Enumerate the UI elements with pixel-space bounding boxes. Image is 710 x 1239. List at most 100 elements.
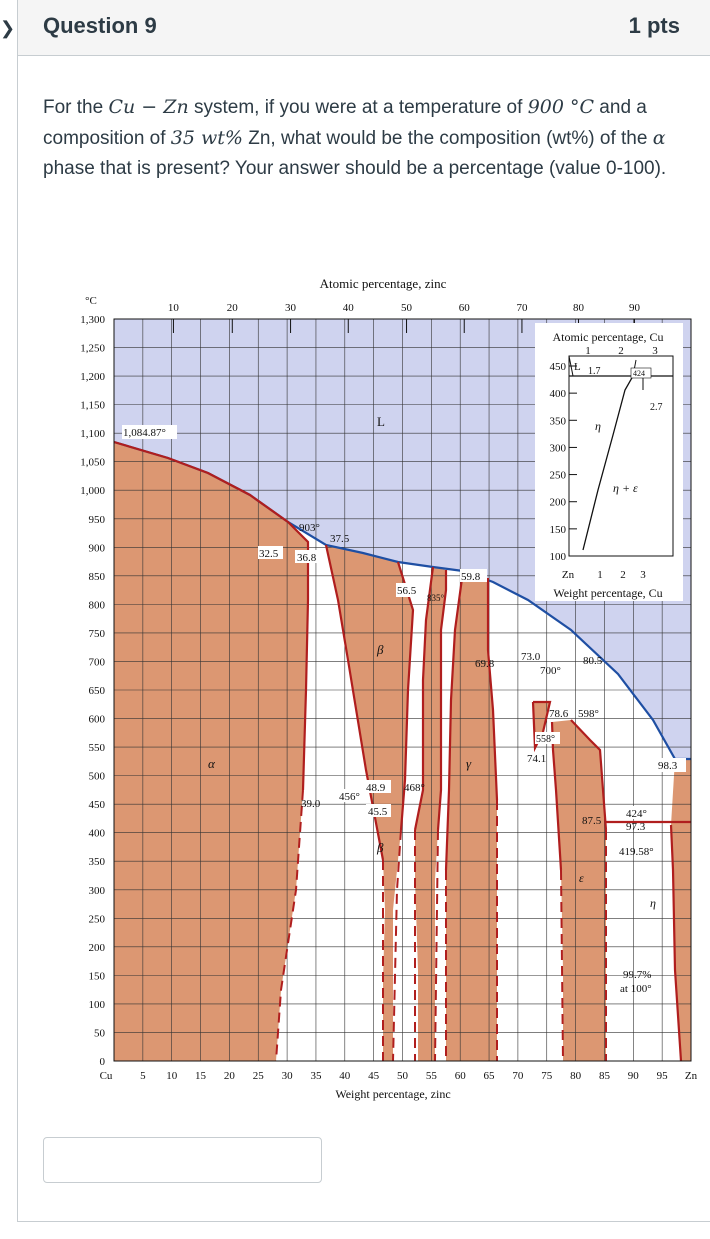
- top-tick-label: 50: [401, 302, 413, 314]
- inset-label-1-7: 1.7: [588, 366, 601, 377]
- peritectic-835: 835°: [427, 593, 445, 603]
- y-tick-label: 50: [94, 1027, 106, 1039]
- zn-melting-point: 419.58°: [619, 846, 654, 858]
- y-tick-label: 1,000: [80, 485, 105, 497]
- bottom-tick-label: 85: [599, 1070, 611, 1082]
- label-59-8: 59.8: [461, 571, 481, 583]
- bottom-tick-label: 65: [484, 1070, 496, 1082]
- top-tick-label: 40: [343, 302, 355, 314]
- y-tick-label: 1,300: [80, 314, 105, 326]
- label-56-5: 56.5: [397, 585, 417, 597]
- y-tick-label: 850: [89, 571, 106, 583]
- inset-y-tick-label: 350: [550, 415, 567, 427]
- question-text-part: phase that is present? Your answer shoul…: [43, 158, 667, 179]
- y-tick-label: 550: [89, 742, 106, 754]
- inset-liquid-label: L: [574, 361, 581, 373]
- top-tick-label: 70: [516, 302, 528, 314]
- axis-ticks: 1,3001,2501,2001,1501,1001,0501,00095090…: [80, 302, 697, 1082]
- alpha-solidus: [113, 440, 310, 791]
- y-tick-label: 1,100: [80, 428, 105, 440]
- inset-eta-eps-label: η + ε: [613, 481, 638, 495]
- inset-frame: [568, 355, 674, 557]
- y-tick-label: 1,150: [80, 400, 105, 412]
- inset-diagram: Atomic percentage, Cu 1 2 3 450 400 350 300…: [535, 323, 683, 601]
- inset-top-title: Atomic percentage, Cu: [553, 330, 664, 344]
- inset-solvus: [582, 375, 634, 551]
- inset-bottom-tick: 2: [620, 569, 626, 581]
- bottom-tick-label: 70: [512, 1070, 524, 1082]
- y-tick-label: 100: [89, 999, 106, 1011]
- bottom-tick-label: 60: [455, 1070, 467, 1082]
- y-tick-label: 800: [89, 599, 106, 611]
- label-74-1: 74.1: [527, 753, 546, 765]
- eta-label: η: [650, 896, 656, 910]
- label-45-5: 45.5: [368, 806, 388, 818]
- system-formula: Cu − Zn: [108, 96, 189, 118]
- beta-region: [326, 545, 413, 1061]
- inset-top-tick: 2: [618, 345, 624, 357]
- label-32-5: 32.5: [259, 548, 279, 560]
- y-unit: °C: [85, 295, 97, 307]
- y-tick-label: 150: [89, 970, 106, 982]
- question-text-part: and a composition of: [43, 97, 647, 149]
- phase-boundaries: [113, 440, 691, 1062]
- phase-diagram: Atomic percentage, zinc Weight percentag…: [63, 270, 703, 1115]
- eta-region: [671, 759, 691, 1061]
- bottom-tick-label: 10: [166, 1070, 178, 1082]
- question-text: For the Cu − Zn system, if you were at a…: [43, 92, 688, 184]
- bottom-tick-label: 35: [310, 1070, 322, 1082]
- y-tick-label: 700: [89, 656, 106, 668]
- label-48-9: 48.9: [366, 782, 386, 794]
- eta-boundary: [669, 824, 683, 1062]
- label-97-3: 97.3: [626, 821, 646, 833]
- y-tick-label: 950: [89, 514, 106, 526]
- gamma-label: γ: [466, 756, 472, 771]
- y-tick-label: 600: [89, 714, 106, 726]
- y-tick-label: 1,200: [80, 371, 105, 383]
- gamma-boundary: [486, 578, 499, 801]
- beta-prime-label: β: [376, 840, 384, 855]
- y-tick-label: 200: [89, 942, 106, 954]
- order-468: 468°: [404, 782, 425, 794]
- peritectic-903: 903°: [299, 522, 320, 534]
- diagram-labels: 1,084.87° 903° 37.5 32.5 36.8 L 56.5 835…: [122, 414, 686, 995]
- bottom-tick-label: Cu: [100, 1070, 113, 1082]
- alpha-region: [114, 442, 308, 1061]
- inset-top-tick: 3: [652, 345, 658, 357]
- top-tick-label: 30: [285, 302, 297, 314]
- y-tick-label: 400: [89, 828, 106, 840]
- label-87-5: 87.5: [582, 815, 602, 827]
- bottom-tick-label: 30: [282, 1070, 294, 1082]
- inset-y-tick-label: 450: [550, 361, 567, 373]
- label-98-3: 98.3: [658, 760, 678, 772]
- epsilon-boundary: [570, 719, 608, 831]
- bottom-tick-label: 90: [628, 1070, 640, 1082]
- label-99-7: 99.7%: [623, 969, 651, 981]
- bottom-tick-label: 80: [570, 1070, 582, 1082]
- y-tick-label: 750: [89, 628, 106, 640]
- y-tick-label: 300: [89, 885, 106, 897]
- inset-y-tick-label: 400: [550, 388, 567, 400]
- question-text-part: Zn, what would be the composition (wt%) …: [242, 128, 653, 149]
- question-card: Question 9 1 pts For the Cu − Zn system,…: [17, 0, 710, 1222]
- top-tick-label: 60: [459, 302, 471, 314]
- chevron-right-icon[interactable]: ❯: [0, 18, 16, 38]
- y-tick-label: 650: [89, 685, 106, 697]
- epsilon-region: [552, 720, 606, 1061]
- label-69-8: 69.8: [475, 658, 495, 670]
- plot-border: [113, 318, 692, 1062]
- label-39-0: 39.0: [301, 798, 321, 810]
- y-tick-label: 1,050: [80, 457, 105, 469]
- bottom-axis-title: Weight percentage, zinc: [335, 1087, 450, 1101]
- top-tick-label: 10: [168, 302, 180, 314]
- inset-bottom-tick: Zn: [562, 569, 575, 581]
- bottom-tick-label: 50: [397, 1070, 409, 1082]
- answer-input[interactable]: [43, 1137, 322, 1183]
- inset-bottom-title: Weight percentage, Cu: [553, 586, 662, 600]
- eutectoid-558: 558°: [536, 734, 555, 745]
- beta-boundary: [413, 566, 435, 831]
- y-tick-label: 900: [89, 542, 106, 554]
- bottom-tick-label: 25: [253, 1070, 265, 1082]
- dashed-boundaries: [275, 789, 607, 1062]
- epsilon-label: ε: [579, 871, 584, 885]
